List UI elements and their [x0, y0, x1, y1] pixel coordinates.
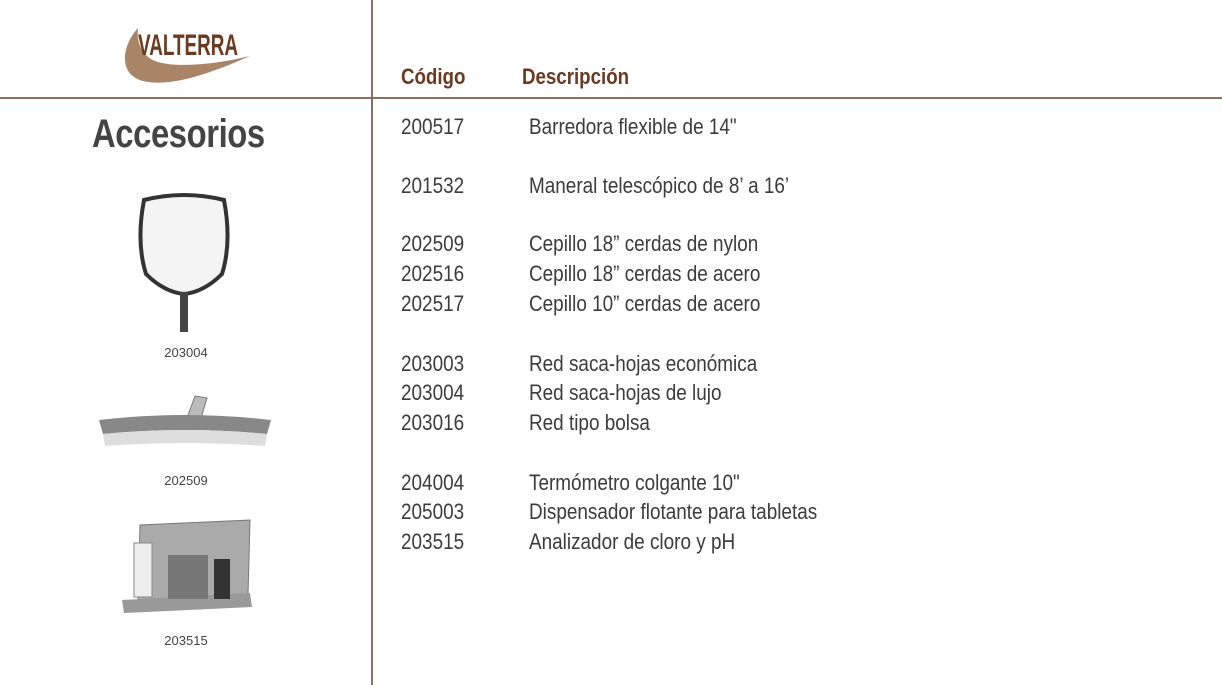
test-kit-icon — [122, 519, 252, 613]
item-code: 202509 — [401, 231, 465, 256]
item-description: Red saca-hojas de lujo — [529, 380, 722, 405]
item-code: 203515 — [401, 529, 465, 554]
item-code: 202517 — [401, 291, 465, 316]
item-description: Termómetro colgante 10" — [529, 470, 740, 495]
item-description: Dispensador flotante para tabletas — [529, 499, 818, 524]
item-description: Red tipo bolsa — [529, 410, 650, 435]
item-description: Cepillo 18” cerdas de acero — [529, 261, 761, 286]
column-header-code: Código — [401, 64, 466, 89]
item-description: Analizador de cloro y pH — [529, 529, 736, 554]
item-code: 203003 — [401, 351, 465, 376]
vertical-divider — [371, 0, 373, 685]
item-code: 200517 — [401, 114, 465, 139]
svg-text:VALTERRA: VALTERRA — [138, 29, 238, 62]
brush-icon — [99, 395, 271, 446]
item-code: 204004 — [401, 470, 465, 495]
valterra-logo: VALTERRA — [124, 28, 250, 83]
item-code: 202516 — [401, 261, 465, 286]
item-description: Cepillo 10” cerdas de acero — [529, 291, 761, 316]
item-description: Cepillo 18” cerdas de nylon — [529, 231, 759, 256]
image-caption: 203004 — [164, 345, 208, 360]
item-description: Maneral telescópico de 8’ a 16’ — [529, 173, 790, 198]
item-description: Red saca-hojas económica — [529, 351, 758, 376]
image-caption: 202509 — [164, 473, 208, 488]
item-code: 205003 — [401, 499, 465, 524]
item-code: 201532 — [401, 173, 465, 198]
item-code: 203004 — [401, 380, 465, 405]
leaf-net-icon — [138, 193, 230, 332]
horizontal-divider — [0, 97, 1222, 99]
section-title: Accesorios — [92, 112, 265, 156]
image-caption: 203515 — [164, 633, 208, 648]
item-description: Barredora flexible de 14" — [529, 114, 737, 139]
column-header-description: Descripción — [522, 64, 630, 89]
item-code: 203016 — [401, 410, 465, 435]
